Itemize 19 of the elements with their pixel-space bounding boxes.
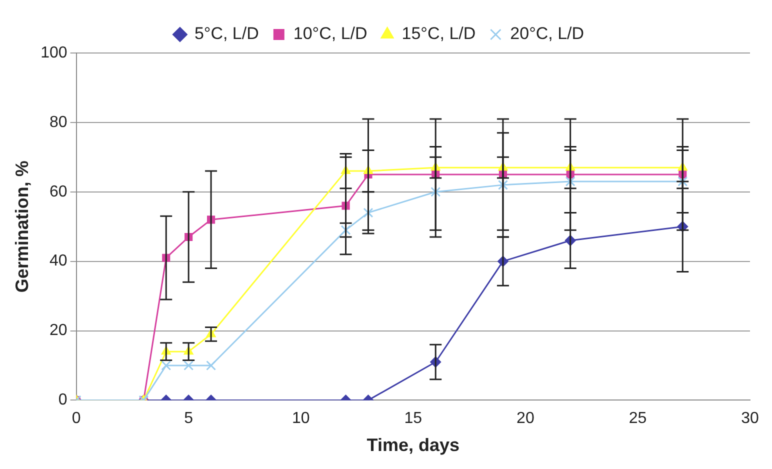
legend-label: 20°C, L/D [510, 24, 584, 44]
legend-label: 10°C, L/D [293, 24, 368, 44]
x-tick-label: 20 [516, 410, 534, 428]
y-tick-label: 100 [40, 44, 68, 62]
x-tick-label: 5 [184, 410, 194, 428]
y-tick-label: 60 [50, 183, 68, 200]
x-tick-label: 30 [741, 410, 759, 428]
y-tick-label: 20 [50, 322, 68, 340]
y-tick-label: 0 [58, 392, 68, 409]
legend-label: 5°C, L/D [194, 24, 259, 44]
x-tick-label: 25 [628, 410, 647, 428]
x-axis-title: Time, days [366, 435, 460, 456]
x-tick-label: 15 [404, 410, 422, 428]
y-tick-label: 40 [50, 252, 68, 270]
x-tick-label: 10 [292, 410, 310, 428]
y-axis-title: Germination, % [12, 160, 32, 293]
y-tick-label: 80 [50, 114, 68, 131]
legend-label: 15°C, L/D [402, 24, 476, 44]
x-tick-label: 0 [72, 410, 81, 428]
